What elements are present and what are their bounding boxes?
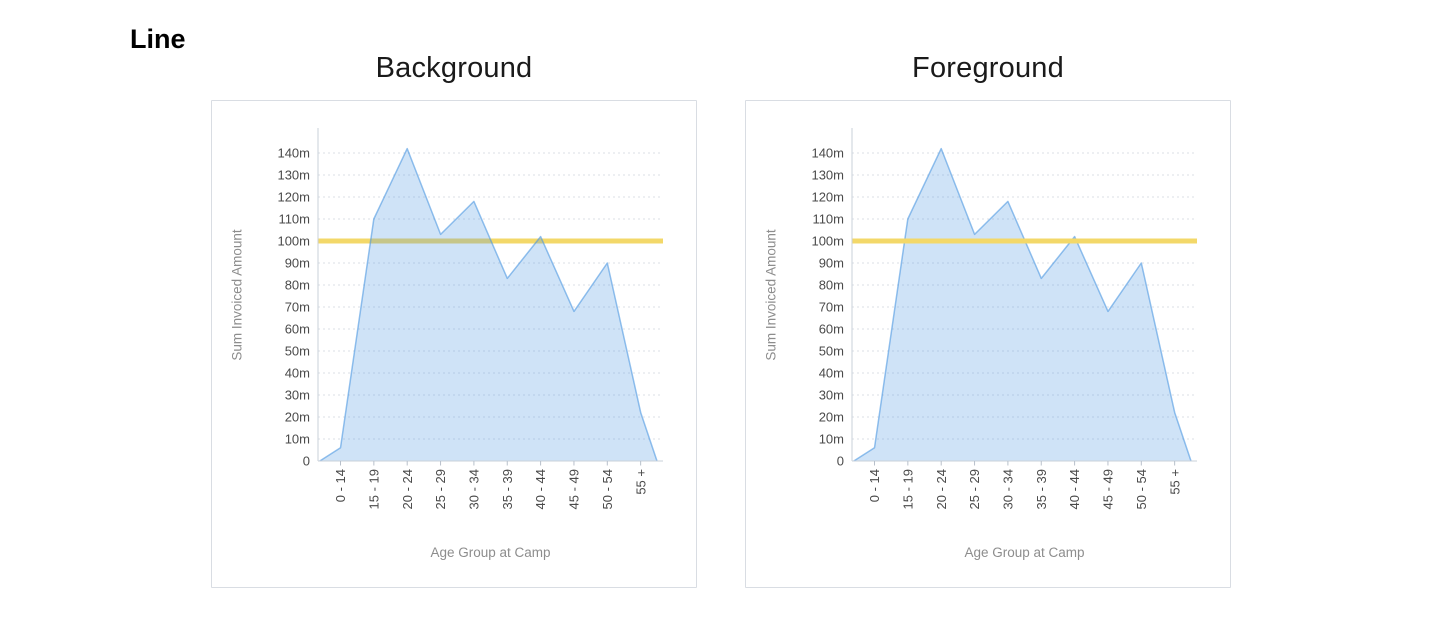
x-tick-label: 50 - 54 (1134, 469, 1149, 509)
y-tick-label: 60m (819, 322, 844, 337)
y-tick-label: 130m (811, 168, 844, 183)
x-tick-label: 40 - 44 (1067, 469, 1082, 509)
page-title: Line (130, 24, 186, 54)
y-tick-label: 30m (819, 388, 844, 403)
chart-block-foreground: Foreground 0 10m 20m 30m 40m 50m 60m 70m 80m 90m 1… (745, 40, 1231, 588)
x-tick-label: 20 - 24 (934, 469, 949, 509)
y-tick-label: 140m (277, 146, 310, 161)
chart-block-background: Background 0 10m 20m 30m 40m 50m 60m 70m 80m 90m 1… (211, 40, 697, 588)
x-tick-label: 15 - 19 (366, 469, 381, 509)
y-tick-label: 80m (285, 278, 310, 293)
x-tick-label: 0 - 14 (333, 469, 348, 502)
chart-card-foreground: 0 10m 20m 30m 40m 50m 60m 70m 80m 90m 100m 110m 120m… (745, 100, 1231, 588)
y-tick-label: 80m (819, 278, 844, 293)
y-tick-label: 30m (285, 388, 310, 403)
y-tick-label: 140m (811, 146, 844, 161)
y-tick-label: 120m (277, 190, 310, 205)
y-tick-label: 70m (819, 300, 844, 315)
y-tick-label: 20m (285, 410, 310, 425)
area-chart-svg-background: 0 10m 20m 30m 40m 50m 60m 70m 80m 90m 100m 110m 120m… (230, 128, 663, 560)
y-tick-label: 100m (277, 234, 310, 249)
area-chart-svg-foreground: 0 10m 20m 30m 40m 50m 60m 70m 80m 90m 100m 110m 120m… (764, 128, 1197, 560)
area-series-outline (319, 147, 658, 462)
y-tick-label: 0 (837, 454, 844, 469)
y-tick-label: 90m (285, 256, 310, 271)
x-tick-label: 45 - 49 (1101, 469, 1116, 509)
y-tick-label: 0 (303, 454, 310, 469)
x-tick-label: 45 - 49 (567, 469, 582, 509)
x-tick-label: 20 - 24 (400, 469, 415, 509)
x-tick-label: 40 - 44 (533, 469, 548, 509)
x-tick-label: 50 - 54 (600, 469, 615, 509)
y-tick-label: 110m (812, 212, 844, 227)
x-tick-label: 35 - 39 (500, 469, 515, 509)
x-tick-label: 35 - 39 (1034, 469, 1049, 509)
y-tick-label: 90m (819, 256, 844, 271)
y-tick-label: 40m (285, 366, 310, 381)
chart-card-background: 0 10m 20m 30m 40m 50m 60m 70m 80m 90m 100m 110m 120m… (211, 100, 697, 588)
y-axis-title: Sum Invoiced Amount (764, 229, 779, 361)
x-tick-label: 30 - 34 (1000, 469, 1015, 509)
area-series-fill (319, 148, 657, 461)
x-axis-title: Age Group at Camp (964, 545, 1084, 560)
y-axis-title: Sum Invoiced Amount (230, 229, 245, 361)
y-tick-label: 130m (277, 168, 310, 183)
reference-line-100m (852, 238, 1197, 244)
y-tick-label: 60m (285, 322, 310, 337)
x-axis-title: Age Group at Camp (430, 545, 550, 560)
x-tick-label: 25 - 29 (967, 469, 982, 509)
x-tick-label: 25 - 29 (433, 469, 448, 509)
x-tick-label: 55 + (1167, 469, 1182, 495)
y-tick-label: 20m (819, 410, 844, 425)
y-tick-label: 40m (819, 366, 844, 381)
y-tick-label: 50m (285, 344, 310, 359)
chart-title-background: Background (375, 52, 533, 84)
y-tick-label: 10m (819, 432, 844, 447)
y-tick-label: 110m (278, 212, 310, 227)
x-tick-label: 15 - 19 (900, 469, 915, 509)
y-tick-label: 50m (819, 344, 844, 359)
x-tick-label: 0 - 14 (867, 469, 882, 502)
y-tick-label: 10m (285, 432, 310, 447)
area-series-fill (853, 148, 1191, 461)
x-tick-label: 55 + (633, 469, 648, 495)
chart-title-foreground: Foreground (912, 52, 1064, 84)
y-tick-label: 100m (811, 234, 844, 249)
x-tick-label: 30 - 34 (466, 469, 481, 509)
y-tick-label: 120m (811, 190, 844, 205)
y-tick-label: 70m (285, 300, 310, 315)
